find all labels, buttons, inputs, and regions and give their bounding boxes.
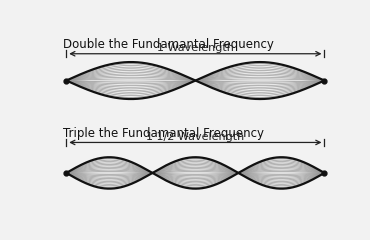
- Text: 1 1/2 Wavelength: 1 1/2 Wavelength: [146, 132, 245, 142]
- Text: Double the Fundamantal Frequency: Double the Fundamantal Frequency: [64, 38, 274, 51]
- Text: 1 Wavelength: 1 Wavelength: [157, 43, 234, 53]
- Text: Triple the Fundamantal Frequency: Triple the Fundamantal Frequency: [64, 127, 265, 140]
